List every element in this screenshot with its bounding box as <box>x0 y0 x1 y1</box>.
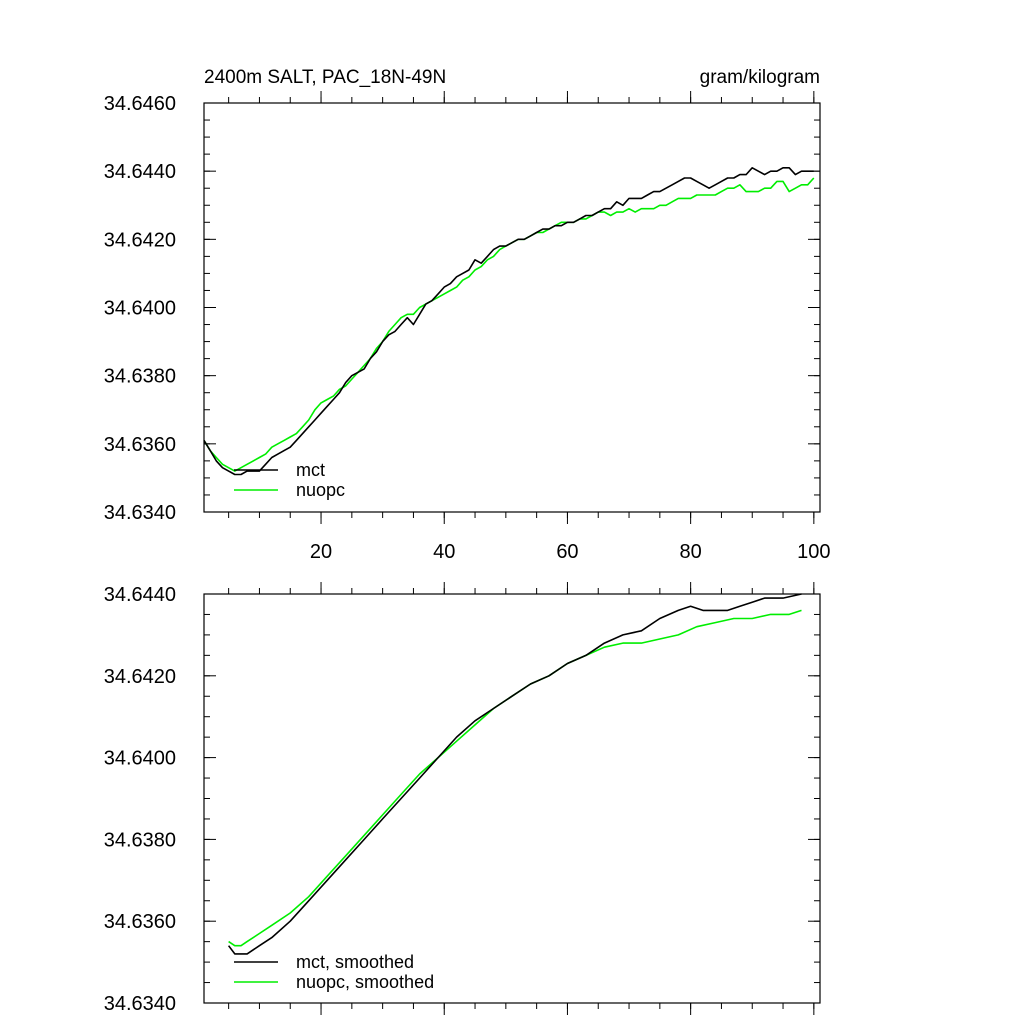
top-panel-frame <box>203 102 821 513</box>
legend-label: mct <box>296 460 325 480</box>
top-panel-units: gram/kilogram <box>700 67 820 88</box>
bottom-panel: 34.6340 34.6360 34.6380 34.6400 34.6420 34.64… <box>104 582 821 1015</box>
y-tick-label: 34.6440 <box>104 161 176 183</box>
series-line-mct <box>203 167 814 476</box>
y-tick-label: 34.6380 <box>104 366 176 388</box>
y-tick-label: 34.6360 <box>104 911 176 933</box>
bottom-panel-series <box>227 593 802 955</box>
x-tick-label: 80 <box>680 541 702 563</box>
y-tick-label: 34.6420 <box>104 666 176 688</box>
series-line-mct-smoothed <box>227 593 802 955</box>
y-tick-label: 34.6340 <box>104 993 176 1015</box>
legend-label: nuopc <box>296 480 345 500</box>
top-panel-title: 2400m SALT, PAC_18N-49N <box>204 67 446 88</box>
x-tick-label: 20 <box>310 541 332 563</box>
y-tick-label: 34.6360 <box>104 434 176 456</box>
y-tick-label: 34.6400 <box>104 298 176 320</box>
legend-label: nuopc, smoothed <box>296 972 434 992</box>
bottom-panel-ticks: 34.6340 34.6360 34.6380 34.6400 34.6420 34.64… <box>104 582 820 1015</box>
bottom-panel-frame <box>203 593 821 1004</box>
y-tick-label: 34.6460 <box>104 93 176 115</box>
top-panel-ticks: 34.6340 34.6360 34.6380 34.6400 34.6420 34.64… <box>104 91 831 563</box>
x-tick-label: 100 <box>797 541 830 563</box>
y-tick-label: 34.6420 <box>104 229 176 251</box>
top-panel: 2400m SALT, PAC_18N-49N gram/kilogram 34… <box>104 67 831 563</box>
y-tick-label: 34.6400 <box>104 748 176 770</box>
x-tick-label: 40 <box>433 541 455 563</box>
top-panel-series <box>203 167 815 476</box>
y-tick-label: 34.6380 <box>104 829 176 851</box>
y-tick-label: 34.6340 <box>104 502 176 524</box>
x-tick-label: 60 <box>556 541 578 563</box>
legend-label: mct, smoothed <box>296 952 414 972</box>
y-tick-label: 34.6440 <box>104 584 176 606</box>
